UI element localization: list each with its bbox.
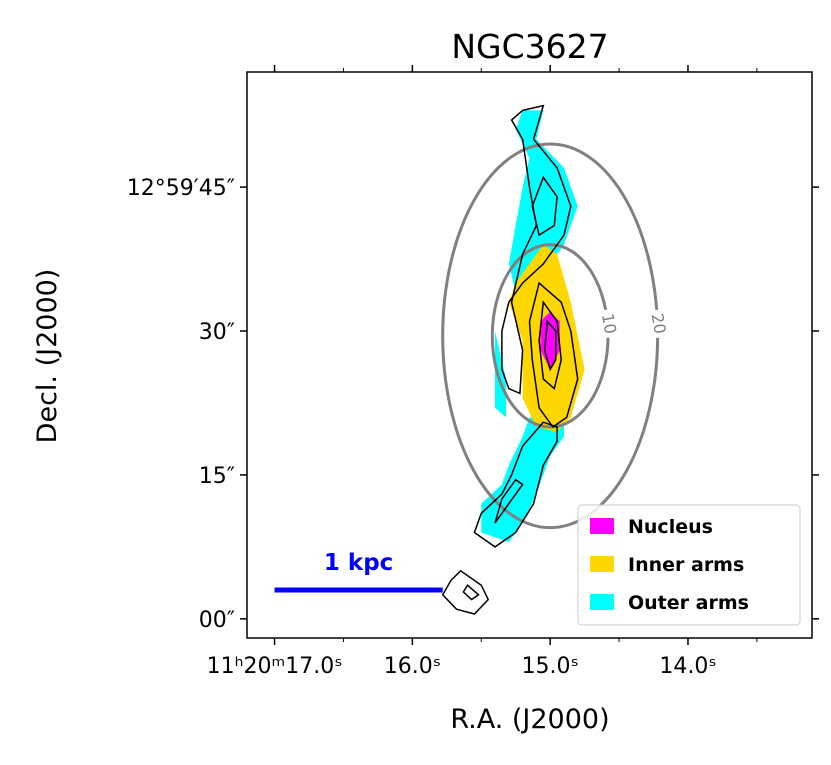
legend-label: Outer arms bbox=[628, 592, 749, 614]
scale-bar: 1 kpc bbox=[274, 550, 443, 593]
x-tick-label: 11ʰ20ᵐ17.0ˢ bbox=[207, 654, 343, 679]
distance-ring-label: 20 bbox=[648, 312, 670, 335]
plot-area: 10 20 1 kpc bbox=[274, 104, 670, 615]
plot-frame bbox=[246, 71, 813, 639]
flux-contour bbox=[538, 300, 562, 390]
chart-title: NGC3627 bbox=[451, 27, 608, 66]
flux-contours bbox=[441, 104, 579, 615]
flux-contour bbox=[543, 319, 557, 372]
distance-rings: 10 20 bbox=[441, 142, 670, 530]
legend-box bbox=[577, 504, 801, 626]
flux-contour bbox=[494, 478, 524, 524]
y-tick-label: 12°59′45″ bbox=[127, 176, 235, 201]
y-axis-label: Decl. (J2000) bbox=[32, 269, 63, 444]
region-outer-left bbox=[495, 331, 507, 418]
y-tick-label: 00″ bbox=[199, 608, 235, 633]
x-axis-ticks: 11ʰ20ᵐ17.0ˢ 16.0ˢ 15.0ˢ 14.0ˢ bbox=[207, 65, 758, 679]
y-tick-label: 15″ bbox=[199, 464, 235, 489]
legend-items: Nucleus Inner arms Outer arms bbox=[590, 516, 749, 614]
x-tick-label: 16.0ˢ bbox=[384, 654, 441, 679]
flux-contour bbox=[473, 421, 558, 548]
legend-label: Nucleus bbox=[628, 516, 713, 538]
x-axis-label: R.A. (J2000) bbox=[450, 704, 609, 735]
region-outer-lower bbox=[481, 417, 564, 543]
y-tick-label: 30″ bbox=[199, 320, 235, 345]
flux-contour bbox=[528, 281, 579, 428]
ring-label-bg bbox=[597, 309, 620, 338]
scale-bar-label: 1 kpc bbox=[324, 550, 393, 576]
flux-contour bbox=[462, 584, 480, 601]
legend-swatch bbox=[590, 518, 614, 534]
legend-swatch bbox=[590, 556, 614, 572]
legend-swatch bbox=[590, 594, 614, 610]
x-tick-label: 14.0ˢ bbox=[659, 654, 716, 679]
ring-label-bg bbox=[646, 309, 669, 338]
flux-contour bbox=[441, 569, 490, 615]
flux-contour bbox=[531, 175, 558, 237]
x-tick-label: 15.0ˢ bbox=[522, 654, 579, 679]
distance-ring-label: 10 bbox=[598, 312, 620, 335]
legend: Nucleus Inner arms Outer arms bbox=[577, 504, 801, 626]
legend-label: Inner arms bbox=[628, 554, 744, 576]
flux-contour bbox=[501, 104, 572, 395]
y-axis-ticks: 12°59′45″ 30″ 15″ 00″ bbox=[127, 176, 819, 633]
